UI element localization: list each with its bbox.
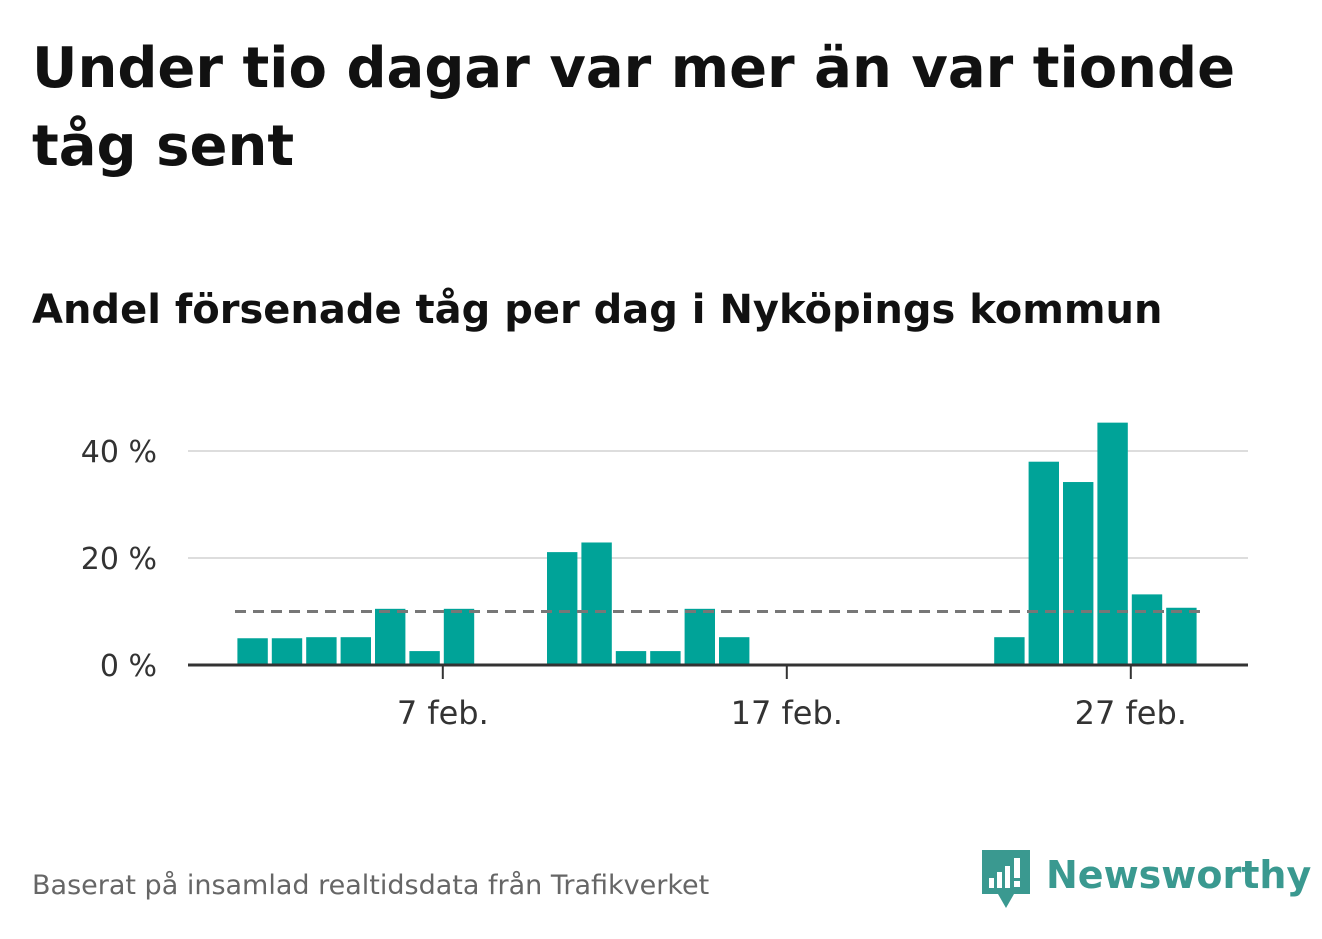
bar bbox=[994, 637, 1025, 665]
chart-subtitle: Andel försenade tåg per dag i Nyköpings … bbox=[32, 287, 1163, 333]
y-tick-label: 0 % bbox=[100, 649, 157, 684]
bar bbox=[1028, 461, 1059, 665]
bar bbox=[1166, 607, 1197, 665]
y-tick-label: 20 % bbox=[81, 542, 157, 577]
bar bbox=[340, 637, 371, 665]
chart-title: Under tio dagar var mer än var tionde tå… bbox=[32, 36, 1236, 179]
x-tick-label: 27 feb. bbox=[1075, 694, 1187, 732]
bar bbox=[306, 637, 337, 665]
newsworthy-logo-icon bbox=[982, 850, 1030, 908]
y-tick-label: 40 % bbox=[81, 435, 157, 470]
bar bbox=[1097, 422, 1128, 665]
bars bbox=[237, 422, 1197, 665]
bar bbox=[375, 608, 406, 665]
bar bbox=[271, 638, 303, 665]
bar bbox=[237, 638, 268, 665]
bar bbox=[684, 608, 715, 665]
bar bbox=[650, 651, 681, 665]
bar bbox=[547, 552, 578, 665]
bar bbox=[443, 608, 475, 665]
x-tick-label: 7 feb. bbox=[397, 694, 489, 732]
bar bbox=[581, 542, 612, 665]
x-tick-label: 17 feb. bbox=[731, 694, 843, 732]
bar bbox=[719, 637, 750, 665]
source-note: Baserat på insamlad realtidsdata från Tr… bbox=[32, 870, 710, 901]
x-axis-ticks: 7 feb. 17 feb. 27 feb. bbox=[397, 665, 1187, 732]
y-axis-labels: 0 % 20 % 40 % bbox=[81, 435, 157, 684]
bar bbox=[409, 651, 440, 665]
brand-logo[interactable]: Newsworthy bbox=[980, 848, 1311, 910]
brand-name: Newsworthy bbox=[1046, 853, 1312, 897]
bar bbox=[1063, 482, 1094, 665]
bar bbox=[1131, 594, 1163, 665]
bar bbox=[615, 651, 647, 665]
